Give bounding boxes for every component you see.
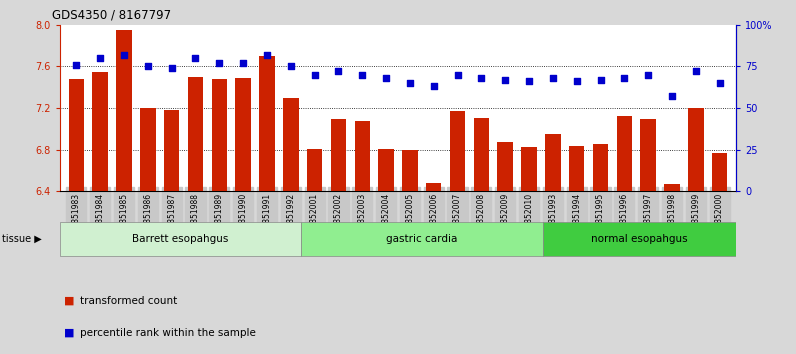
Bar <box>569 147 584 191</box>
Point <box>142 63 154 69</box>
Point <box>166 65 178 71</box>
Bar <box>212 79 227 191</box>
Point <box>236 60 249 66</box>
Bar <box>60 222 302 256</box>
Text: percentile rank within the sample: percentile rank within the sample <box>80 328 256 338</box>
Point <box>308 72 321 78</box>
Bar <box>116 30 132 191</box>
Bar <box>498 142 513 191</box>
Bar <box>426 183 442 191</box>
Bar <box>92 72 108 191</box>
Point <box>451 72 464 78</box>
Text: transformed count: transformed count <box>80 296 177 306</box>
Point <box>427 84 440 89</box>
Point <box>570 79 583 84</box>
Point <box>260 52 273 58</box>
Bar <box>307 149 322 191</box>
Point <box>618 75 630 81</box>
Bar <box>330 119 346 191</box>
Bar <box>664 184 680 191</box>
Bar <box>283 98 298 191</box>
Bar <box>140 108 155 191</box>
Bar <box>593 144 608 191</box>
Point <box>189 55 202 61</box>
Bar <box>545 134 560 191</box>
Point <box>94 55 107 61</box>
Bar <box>188 77 203 191</box>
Text: ■: ■ <box>64 296 74 306</box>
Point <box>689 69 702 74</box>
Point <box>356 72 369 78</box>
Point <box>642 72 654 78</box>
Point <box>70 62 83 68</box>
Point <box>213 60 226 66</box>
Text: Barrett esopahgus: Barrett esopahgus <box>132 234 228 244</box>
Bar <box>521 148 537 191</box>
Point <box>547 75 560 81</box>
Bar <box>402 149 418 191</box>
Point <box>475 75 488 81</box>
Bar <box>354 121 370 191</box>
Bar <box>617 116 632 191</box>
Point <box>523 79 536 84</box>
Bar <box>543 222 736 256</box>
Point <box>118 52 131 58</box>
Point <box>594 77 607 82</box>
Bar <box>688 108 704 191</box>
Point <box>332 69 345 74</box>
Text: gastric cardia: gastric cardia <box>387 234 458 244</box>
Bar <box>259 56 275 191</box>
Bar <box>712 153 728 191</box>
Text: GDS4350 / 8167797: GDS4350 / 8167797 <box>52 9 171 22</box>
Point <box>380 75 392 81</box>
Bar <box>68 79 84 191</box>
Bar <box>450 111 466 191</box>
Bar <box>474 118 489 191</box>
Bar <box>164 110 179 191</box>
Point <box>284 63 297 69</box>
Point <box>665 93 678 99</box>
Bar <box>236 78 251 191</box>
Text: ■: ■ <box>64 328 74 338</box>
Point <box>713 80 726 86</box>
Bar <box>641 119 656 191</box>
Point <box>404 80 416 86</box>
Point <box>499 77 512 82</box>
Bar <box>302 222 543 256</box>
Bar <box>378 149 394 191</box>
Text: tissue ▶: tissue ▶ <box>2 234 41 244</box>
Text: normal esopahgus: normal esopahgus <box>591 234 688 244</box>
